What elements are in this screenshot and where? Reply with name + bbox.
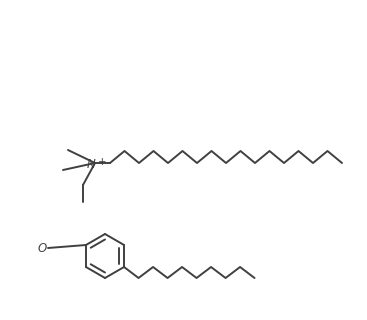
Text: −: − <box>47 241 57 254</box>
Text: +: + <box>98 157 107 167</box>
Text: N: N <box>87 157 95 171</box>
Text: O: O <box>37 242 47 254</box>
